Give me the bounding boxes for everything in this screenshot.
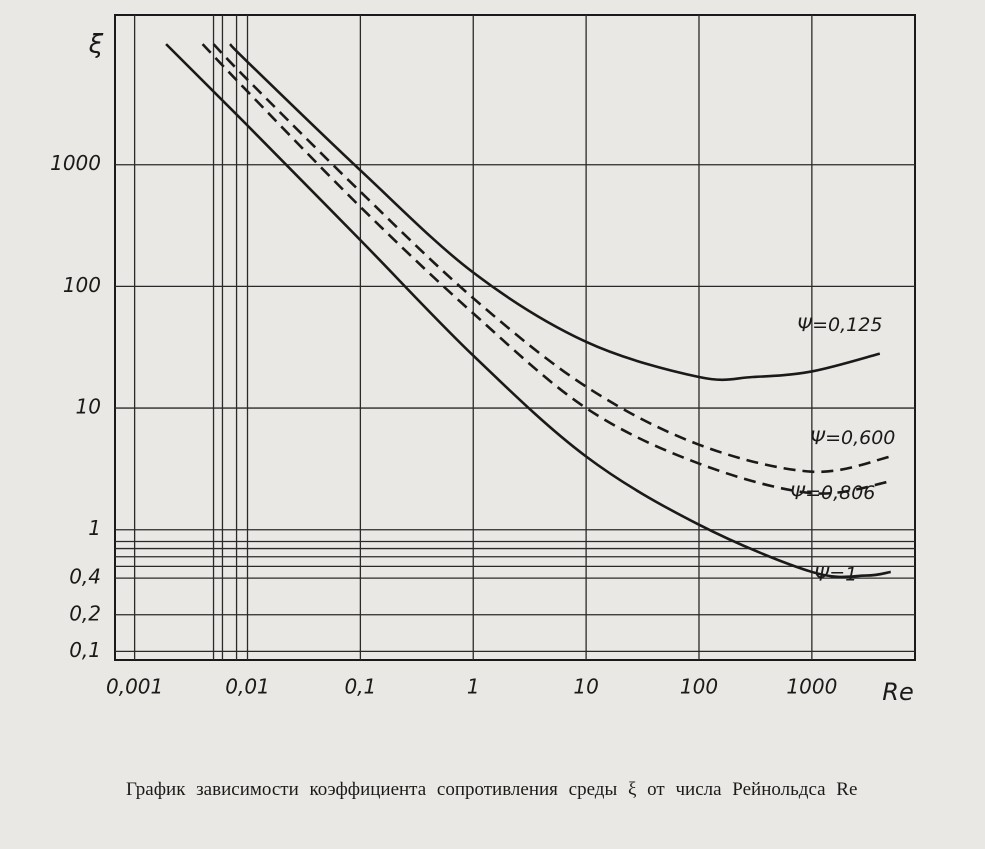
curve: [212, 43, 892, 474]
x-axis-label: Re: [882, 678, 913, 706]
plot-frame: [114, 14, 916, 661]
x-tick-label: 0,01: [225, 675, 270, 699]
y-axis-label: ξ: [88, 30, 104, 60]
x-tick-label: 0,1: [344, 675, 376, 699]
y-tick-label: 10: [76, 395, 101, 419]
y-tick-label: 0,1: [69, 638, 101, 662]
caption: График зависимости коэффициента сопротив…: [126, 779, 858, 800]
y-tick-label: 1: [88, 516, 101, 540]
y-tick-label: 1000: [50, 151, 101, 175]
y-tick-label: 0,4: [69, 565, 101, 589]
y-tick-label: 100: [63, 273, 101, 297]
x-tick-label: 100: [680, 675, 718, 699]
curve: [229, 43, 881, 382]
curve-label: Ψ=1: [814, 563, 857, 585]
curve: [201, 43, 891, 495]
chart: ξ Re 0,001 0,01 0,1 1 10 100 1000 0,1 0,2 0,4 1 10 1…: [50, 14, 916, 706]
curve-label: Ψ=0,806: [790, 482, 875, 504]
y-tick-label: 0,2: [69, 601, 101, 625]
x-tick-label: 0,001: [106, 675, 163, 699]
x-tick-label: 1: [467, 675, 480, 699]
curve-label: Ψ=0,125: [797, 314, 882, 336]
x-tick-label: 1000: [786, 675, 837, 699]
curve-label: Ψ=0,600: [810, 427, 895, 449]
curve: [165, 43, 891, 579]
x-tick-label: 10: [573, 675, 598, 699]
